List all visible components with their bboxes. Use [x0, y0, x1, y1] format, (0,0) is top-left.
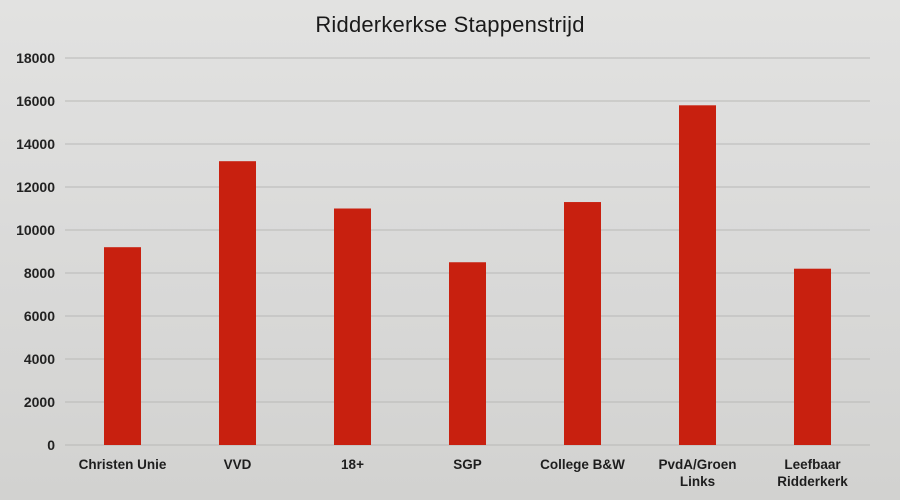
- bar: [334, 208, 371, 445]
- y-tick-label: 4000: [24, 351, 55, 367]
- bar: [794, 268, 831, 445]
- y-tick-label: 16000: [16, 93, 55, 109]
- x-tick-label: Leefbaar Ridderkerk: [777, 457, 848, 489]
- x-tick-label: Christen Unie: [79, 457, 167, 472]
- bar: [219, 161, 256, 445]
- y-tick-label: 0: [47, 437, 55, 453]
- bar: [564, 202, 601, 445]
- x-tick-label: PvdA/Groen Links: [658, 457, 736, 489]
- bar: [679, 105, 716, 446]
- y-tick-label: 14000: [16, 136, 55, 152]
- y-tick-label: 6000: [24, 308, 55, 324]
- bar: [449, 262, 486, 445]
- chart-title: Ridderkerkse Stappenstrijd: [315, 12, 585, 37]
- y-tick-label: 10000: [16, 222, 55, 238]
- y-tick-label: 2000: [24, 394, 55, 410]
- y-tick-label: 12000: [16, 179, 55, 195]
- x-tick-label: SGP: [453, 457, 482, 472]
- x-tick-label: 18+: [341, 457, 364, 472]
- y-tick-label: 8000: [24, 265, 55, 281]
- bar: [104, 247, 141, 445]
- x-tick-label: VVD: [224, 457, 252, 472]
- x-tick-label: College B&W: [540, 457, 625, 472]
- y-tick-label: 18000: [16, 50, 55, 66]
